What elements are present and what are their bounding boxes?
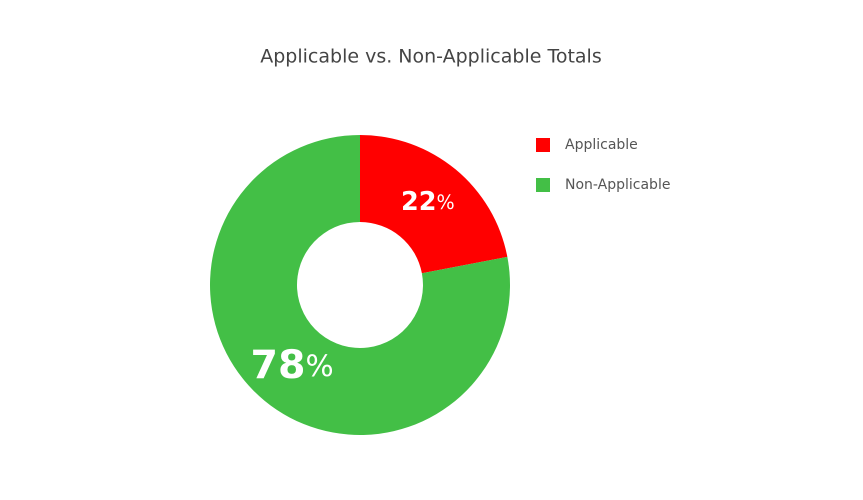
legend-text: Non-Applicable bbox=[565, 177, 670, 193]
legend-swatch bbox=[536, 178, 550, 192]
legend-text: Applicable bbox=[565, 137, 638, 153]
chart-title: Applicable vs. Non-Applicable Totals bbox=[260, 46, 601, 68]
legend-swatch bbox=[536, 138, 550, 152]
slice bbox=[360, 135, 508, 274]
slice-label: 78% bbox=[251, 342, 334, 388]
slice-label: 22% bbox=[401, 187, 455, 217]
slice bbox=[210, 135, 511, 435]
